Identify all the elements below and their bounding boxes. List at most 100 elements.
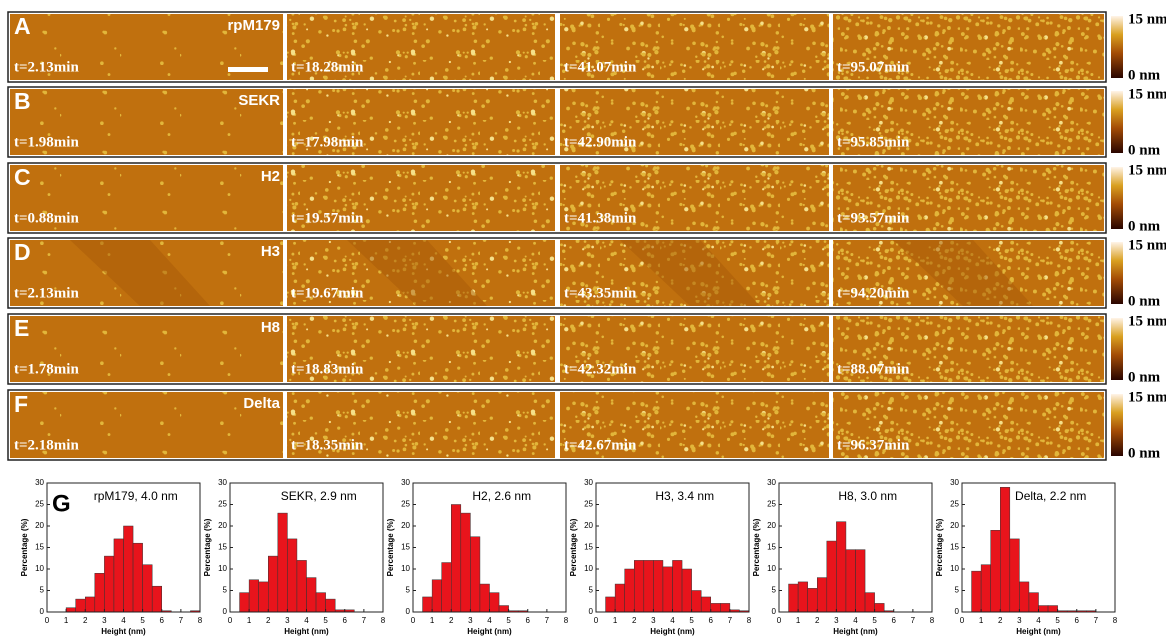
scale-min: 0 nm (1128, 142, 1161, 158)
x-tick-label: 2 (83, 616, 88, 625)
afm-image (833, 392, 1104, 458)
bar (248, 579, 259, 613)
bar (1019, 581, 1030, 613)
bar (277, 512, 288, 613)
x-tick-label: 8 (1113, 616, 1118, 625)
bar (113, 538, 124, 613)
time-label: t=95.85min (837, 134, 910, 150)
time-label: t=42.32min (564, 361, 637, 377)
bar (1000, 487, 1011, 613)
x-tick-label: 2 (449, 616, 454, 625)
x-tick-label: 0 (777, 616, 782, 625)
afm-image (287, 392, 555, 458)
x-tick-label: 8 (747, 616, 752, 625)
scale-min: 0 nm (1128, 218, 1161, 234)
y-tick-label: 15 (584, 543, 593, 552)
row-label: C (14, 164, 31, 190)
bar (653, 560, 664, 613)
y-tick-label: 30 (401, 478, 410, 487)
afm-image (560, 392, 829, 458)
y-tick-label: 15 (950, 543, 959, 552)
bar (624, 568, 635, 613)
bar (85, 596, 96, 613)
y-axis-label: Percentage (%) (20, 518, 29, 576)
x-tick-label: 1 (247, 616, 252, 625)
bar (807, 588, 818, 613)
y-tick-label: 10 (218, 564, 227, 573)
y-tick-label: 15 (35, 543, 44, 552)
bar (788, 583, 799, 613)
bar (1047, 605, 1058, 613)
scale-max: 15 nm (1128, 11, 1166, 27)
y-tick-label: 30 (767, 478, 776, 487)
y-tick-label: 10 (584, 564, 593, 573)
y-tick-label: 10 (950, 564, 959, 573)
row-label: A (14, 13, 31, 39)
time-label: t=17.98min (291, 134, 364, 150)
time-label: t=18.28min (291, 59, 364, 75)
bar (296, 560, 307, 613)
afm-image (833, 14, 1104, 80)
afm-image (10, 89, 283, 155)
afm-image (10, 392, 283, 458)
sample-name: rpM179 (227, 17, 280, 34)
x-tick-label: 5 (872, 616, 877, 625)
x-tick-label: 8 (198, 616, 203, 625)
time-label: t=95.07min (837, 59, 910, 75)
afm-image (833, 316, 1104, 382)
x-tick-label: 4 (121, 616, 126, 625)
x-tick-label: 7 (179, 616, 184, 625)
x-axis-label: Height (nm) (284, 627, 329, 636)
time-label: t=93.57min (837, 210, 910, 226)
y-tick-label: 5 (772, 586, 777, 595)
afm-image (287, 14, 555, 80)
color-bar (1111, 394, 1123, 456)
y-tick-label: 5 (589, 586, 594, 595)
y-tick-label: 15 (218, 543, 227, 552)
bar (864, 592, 875, 613)
bar (315, 592, 326, 613)
y-tick-label: 5 (955, 586, 960, 595)
x-tick-label: 4 (487, 616, 492, 625)
bar (306, 577, 317, 613)
y-tick-label: 0 (772, 607, 777, 616)
scale-min: 0 nm (1128, 369, 1161, 385)
color-bar (1111, 318, 1123, 380)
y-axis-label: Percentage (%) (752, 518, 761, 576)
scale-min: 0 nm (1128, 445, 1161, 461)
scale-max: 15 nm (1128, 237, 1166, 253)
bar (1009, 538, 1020, 613)
bar (460, 512, 471, 613)
x-axis-label: Height (nm) (101, 627, 146, 636)
scale-max: 15 nm (1128, 313, 1166, 329)
y-axis-label: Percentage (%) (569, 518, 578, 576)
time-label: t=41.38min (564, 210, 637, 226)
chart-title: H3, 3.4 nm (655, 489, 714, 503)
scale-min: 0 nm (1128, 67, 1161, 83)
row-label: D (14, 239, 31, 265)
time-label: t=18.35min (291, 437, 364, 453)
terrace (347, 240, 487, 306)
x-tick-label: 3 (285, 616, 290, 625)
sample-name: H3 (261, 243, 280, 260)
x-tick-label: 3 (468, 616, 473, 625)
x-tick-label: 4 (853, 616, 858, 625)
afm-image (10, 316, 283, 382)
bar (700, 596, 711, 613)
x-tick-label: 7 (728, 616, 733, 625)
afm-image (560, 316, 829, 382)
bar (239, 592, 250, 613)
time-label: t=94.20min (837, 285, 910, 301)
x-tick-label: 3 (651, 616, 656, 625)
time-label: t=88.07min (837, 361, 910, 377)
bar (836, 521, 847, 613)
sample-name: Delta (243, 395, 280, 412)
chart-title: SEKR, 2.9 nm (281, 489, 357, 503)
x-tick-label: 0 (411, 616, 416, 625)
time-label: t=42.90min (564, 134, 637, 150)
x-tick-label: 0 (45, 616, 50, 625)
chart-title: H2, 2.6 nm (472, 489, 531, 503)
bar (470, 536, 481, 613)
y-tick-label: 25 (401, 500, 410, 509)
bar (65, 607, 76, 613)
